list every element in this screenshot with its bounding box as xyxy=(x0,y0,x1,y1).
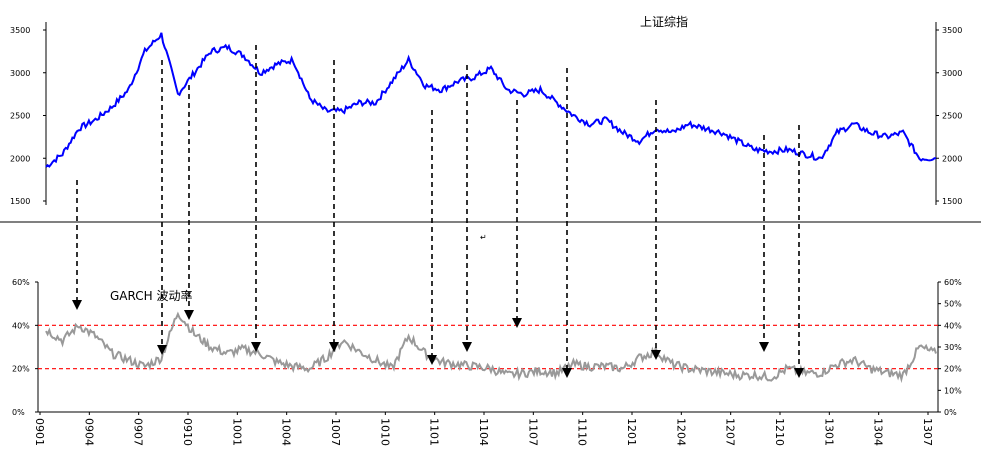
arrow-head xyxy=(427,355,437,365)
volatility-left-tick-label: 20% xyxy=(12,365,30,374)
x-tick-label: 0907 xyxy=(132,418,145,446)
index-left-tick-label: 2500 xyxy=(10,112,30,121)
x-tick-label: 1004 xyxy=(280,418,293,446)
index-left-tick-label: 3000 xyxy=(10,69,30,78)
x-tick-label: 1201 xyxy=(625,418,638,446)
x-tick-label: 1210 xyxy=(773,418,786,446)
x-tick-label: 1207 xyxy=(724,418,737,446)
arrow-head xyxy=(512,318,522,328)
x-tick-label: 1007 xyxy=(329,418,342,446)
volatility-title: GARCH 波动率 xyxy=(110,288,192,303)
index-right-tick-label: 3000 xyxy=(942,69,962,78)
arrow-head xyxy=(794,368,804,378)
index-title: 上证综指 xyxy=(640,14,688,29)
x-tick-label: 0904 xyxy=(82,418,95,446)
index-series-line xyxy=(45,32,936,168)
index-right-tick-label: 2500 xyxy=(942,112,962,121)
arrow-head xyxy=(462,342,472,352)
volatility-left-tick-label: 60% xyxy=(12,278,30,287)
x-tick-label: 1301 xyxy=(822,418,835,446)
volatility-series-line xyxy=(45,311,937,384)
index-right-tick-label: 1500 xyxy=(942,197,962,206)
return-glyph: ↵ xyxy=(480,233,487,242)
volatility-right-tick-label: 20% xyxy=(944,365,962,374)
index-left-tick-label: 1500 xyxy=(10,197,30,206)
volatility-ticks: 0% 20% 40% 60% 0% 10% 20% 30% 40% 50% 60% xyxy=(12,278,962,417)
volatility-right-tick-label: 10% xyxy=(944,386,962,395)
arrow-head xyxy=(759,342,769,352)
volatility-right-tick-label: 50% xyxy=(944,300,962,309)
x-tick-label: 1001 xyxy=(230,418,243,446)
volatility-left-tick-label: 0% xyxy=(12,408,25,417)
arrow-head xyxy=(651,350,661,360)
x-tick-label: 0901 xyxy=(33,418,46,446)
index-left-tick-label: 3500 xyxy=(10,26,30,35)
volatility-right-tick-label: 0% xyxy=(944,408,957,417)
volatility-right-tick-label: 40% xyxy=(944,321,962,330)
x-tick-label: 1204 xyxy=(674,418,687,446)
x-tick-label: 0910 xyxy=(181,418,194,446)
arrow-head xyxy=(157,345,167,355)
x-tick-label: 1010 xyxy=(378,418,391,446)
arrow-head xyxy=(251,342,261,352)
x-tick-label: 1107 xyxy=(526,418,539,446)
x-tick-label: 1110 xyxy=(576,418,589,446)
arrow-head xyxy=(72,300,82,310)
x-tick-label: 1307 xyxy=(921,418,934,446)
x-tick-label: 1304 xyxy=(872,418,885,446)
x-tick-label: 1101 xyxy=(428,418,441,446)
x-tick-label: 1104 xyxy=(477,418,490,446)
index-right-tick-label: 2000 xyxy=(942,154,962,163)
index-left-tick-label: 2000 xyxy=(10,154,30,163)
volatility-right-tick-label: 30% xyxy=(944,343,962,352)
index-right-tick-label: 3500 xyxy=(942,26,962,35)
index-ticks: 1500 1500 2000 2000 2500 2500 3000 3000 3500 3500 xyxy=(10,26,962,206)
event-arrows xyxy=(72,45,804,378)
index-panel: 上证综指 1500 1500 2000 2000 2500 2500 3000 3000 350… xyxy=(10,14,962,206)
volatility-left-tick-label: 40% xyxy=(12,321,30,330)
reference-lines xyxy=(38,324,938,370)
arrow-head xyxy=(329,342,339,352)
x-tick-labels: 0901 0904 0907 0910 1001 1004 1007 1010 1101 1104… xyxy=(33,412,934,446)
volatility-panel: GARCH 波动率 0% 20% 40% 60% 0% 10% 20% 30% 40% 50% 60… xyxy=(12,278,962,446)
arrow-head xyxy=(562,368,572,378)
arrow-head xyxy=(184,310,194,320)
volatility-right-tick-label: 60% xyxy=(944,278,962,287)
